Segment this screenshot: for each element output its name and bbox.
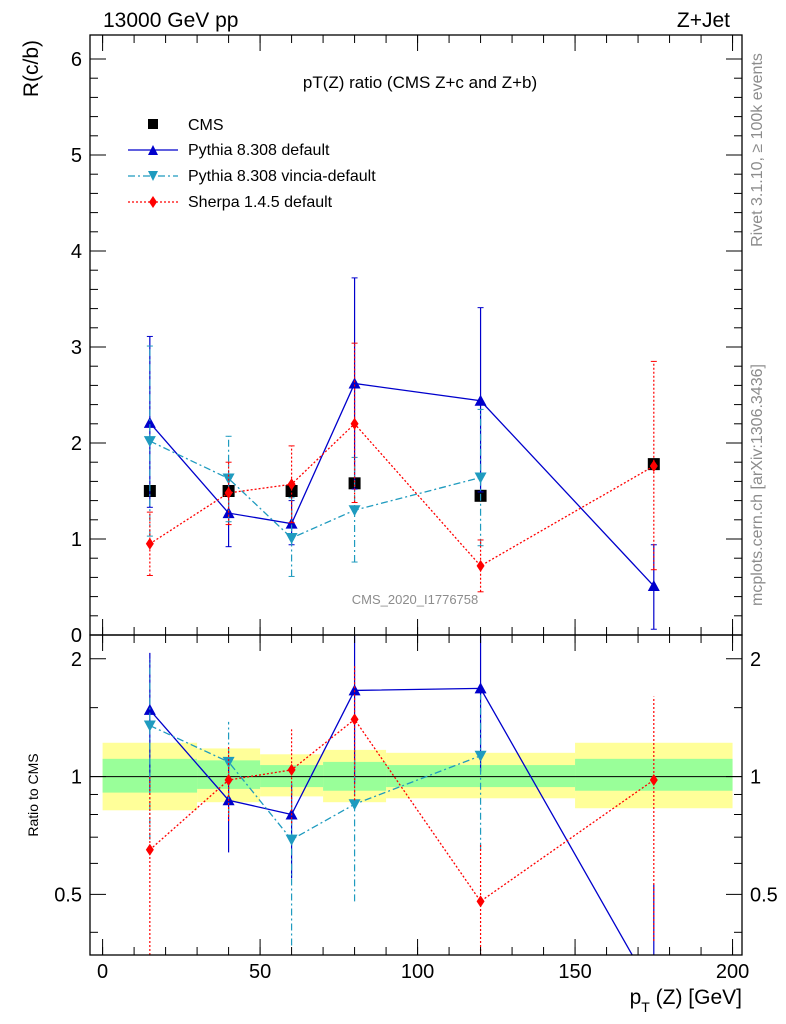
data-point-pythia-default <box>474 394 487 406</box>
chart-title: pT(Z) ratio (CMS Z+c and Z+b) <box>303 73 537 92</box>
x-axis-label-p: p <box>630 986 642 1009</box>
data-point-sherpa <box>649 460 658 473</box>
x-axis-label: pT (Z) [GeV] <box>630 986 742 1015</box>
y-tick-label: 3 <box>71 337 82 359</box>
y-tick-label: 5 <box>71 145 82 167</box>
series-line-sherpa <box>149 422 655 567</box>
legend-label-pythia-default: Pythia 8.308 default <box>188 142 330 159</box>
y-tick-label: 1 <box>71 529 82 551</box>
ratio-y-tick-label-left: 0.5 <box>54 884 82 906</box>
y-tick-label: 2 <box>71 433 82 455</box>
data-point-pythia-default <box>143 416 156 428</box>
legend-marker-pythia-vincia <box>148 171 158 181</box>
data-point-sherpa <box>145 537 154 550</box>
ratio-data-point-sherpa <box>350 713 359 726</box>
ratio-data-point-pythia-vincia <box>143 720 156 732</box>
y-tick-label: 6 <box>71 49 82 71</box>
ratio-y-tick-label-right: 0.5 <box>750 884 778 906</box>
legend-marker-cms <box>148 119 158 129</box>
legend-label-pythia-vincia: Pythia 8.308 vincia-default <box>188 168 376 185</box>
data-point-pythia-default <box>348 377 361 389</box>
y-axis-label: R(c/b) <box>20 40 43 97</box>
legend-item-sherpa: Sherpa 1.4.5 default <box>128 194 333 211</box>
data-point-cms <box>285 485 298 497</box>
legend-item-pythia-default: Pythia 8.308 default <box>128 142 330 159</box>
ratio-data-point-pythia-default <box>474 682 487 694</box>
ratio-y-axis-label: Ratio to CMS <box>25 753 41 836</box>
ratio-data-point-sherpa <box>476 895 485 908</box>
legend-marker-pythia-default <box>148 145 158 155</box>
y-tick-label: 4 <box>71 241 82 263</box>
data-point-sherpa <box>224 486 233 499</box>
process-label: Z+Jet <box>677 9 730 32</box>
ratio-y-tick-label-right: 1 <box>750 767 761 789</box>
x-tick-label: 0 <box>97 961 108 983</box>
ratio-series-line-sherpa <box>149 718 655 903</box>
data-point-sherpa <box>287 478 296 491</box>
ratio-data-point-pythia-vincia <box>348 799 361 811</box>
x-axis-label-rest: (Z) [GeV] <box>650 986 742 1009</box>
ratio-data-point-sherpa <box>224 773 233 786</box>
legend-item-pythia-vincia: Pythia 8.308 vincia-default <box>128 168 376 185</box>
data-point-pythia-vincia <box>285 533 298 545</box>
ratio-series-sherpa <box>145 664 658 955</box>
data-point-pythia-vincia <box>348 505 361 517</box>
ratio-data-point-pythia-vincia <box>474 750 487 762</box>
series-line-pythia-vincia <box>149 440 481 539</box>
data-point-pythia-default <box>647 580 660 592</box>
legend: CMS Pythia 8.308 default Pythia 8.308 vi… <box>128 117 376 211</box>
ratio-data-point-sherpa <box>287 763 296 776</box>
ratio-y-tick-label-left: 1 <box>71 767 82 789</box>
ratio-series-line-pythia-default <box>149 687 633 955</box>
x-tick-label: 100 <box>401 961 434 983</box>
x-axis-label-sub: T <box>641 999 650 1015</box>
ratio-plot-frame <box>89 634 743 956</box>
data-point-sherpa <box>350 417 359 430</box>
x-tick-label: 150 <box>558 961 591 983</box>
data-point-pythia-vincia <box>474 472 487 484</box>
series-line-pythia-default <box>149 382 655 587</box>
series-pythia-default <box>143 277 660 630</box>
ratio-y-tick-label-right: 2 <box>750 649 761 671</box>
series-pythia-vincia <box>143 345 487 577</box>
y-tick-label: 0 <box>71 625 82 647</box>
series-sherpa <box>145 342 658 593</box>
ratio-data-point-pythia-default <box>348 684 361 696</box>
ratio-data-point-pythia-vincia <box>222 756 235 768</box>
ratio-series-pythia-default <box>143 635 655 955</box>
data-point-sherpa <box>476 559 485 572</box>
data-point-pythia-vincia <box>143 436 156 448</box>
ratio-y-tick-label-left: 2 <box>71 649 82 671</box>
legend-marker-sherpa <box>149 196 157 208</box>
ratio-data-point-pythia-vincia <box>285 834 298 846</box>
ratio-data-point-sherpa <box>649 773 658 786</box>
legend-label-sherpa: Sherpa 1.4.5 default <box>188 194 333 211</box>
mcplots-label: mcplots.cern.ch [arXiv:1306.3436] <box>749 364 766 606</box>
analysis-id-label: CMS_2020_I1776758 <box>352 592 479 607</box>
energy-label: 13000 GeV pp <box>103 9 238 32</box>
rivet-label: Rivet 3.1.10, ≥ 100k events <box>749 53 766 247</box>
legend-label-cms: CMS <box>188 117 224 134</box>
legend-item-cms: CMS <box>148 117 224 134</box>
x-tick-label: 50 <box>249 961 271 983</box>
x-tick-label: 200 <box>716 961 749 983</box>
ratio-data-point-sherpa <box>145 843 154 856</box>
